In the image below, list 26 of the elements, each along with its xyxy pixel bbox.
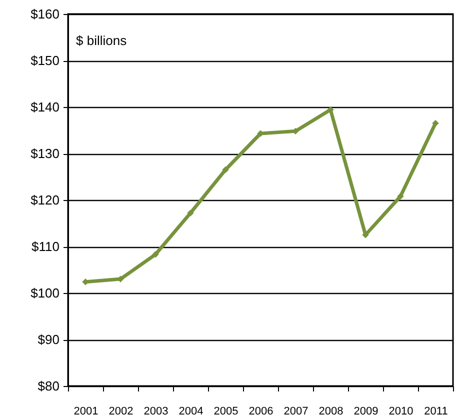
point bbox=[222, 166, 229, 174]
y-tick-label: $150 bbox=[30, 53, 60, 68]
x-tick-label: 2006 bbox=[248, 406, 274, 417]
x-tick-label: 2004 bbox=[178, 406, 204, 417]
x-tick-label: 2011 bbox=[424, 406, 448, 417]
y-tick-label: $160 bbox=[30, 6, 60, 22]
x-tick-label: 2008 bbox=[318, 406, 344, 417]
x-tick-label: 2005 bbox=[214, 406, 238, 417]
y-tick-label: $100 bbox=[30, 286, 60, 300]
y-tick-label: $120 bbox=[30, 192, 60, 208]
point bbox=[152, 251, 159, 258]
y-tick-label: $90 bbox=[38, 332, 60, 347]
x-tick-label: 2009 bbox=[354, 406, 378, 417]
point bbox=[397, 192, 404, 200]
y-tick-label: $110 bbox=[32, 239, 60, 254]
x-tick-label: 2003 bbox=[144, 406, 168, 417]
point bbox=[432, 120, 439, 127]
point bbox=[187, 210, 194, 216]
y-tick-label: $130 bbox=[30, 146, 60, 161]
x-tick-label: 2007 bbox=[284, 406, 308, 417]
x-tick-label: 2002 bbox=[108, 406, 134, 417]
x-tick-label: 2001 bbox=[74, 406, 98, 417]
x-tick-label: 2010 bbox=[388, 406, 414, 417]
y-tick-label: $80 bbox=[38, 378, 60, 394]
y-tick-label: $140 bbox=[30, 100, 60, 114]
annotation: $ billions bbox=[76, 33, 128, 48]
